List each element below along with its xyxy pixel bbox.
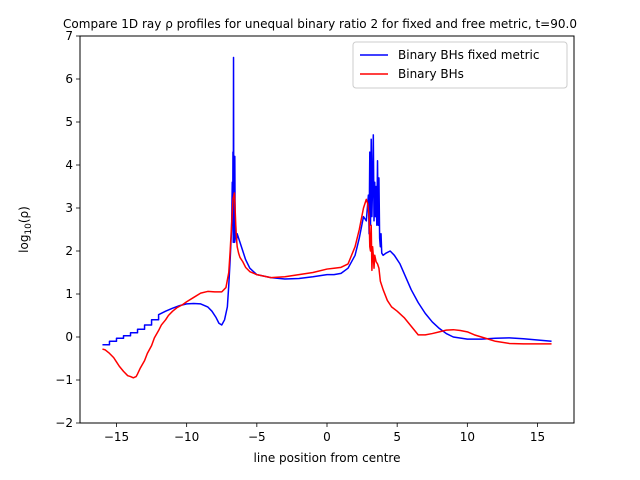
y-axis-label-subscript: 10 [24, 223, 34, 235]
legend-label-fixed-metric: Binary BHs fixed metric [398, 48, 539, 62]
series-layer [102, 56, 552, 379]
series-line-1 [102, 192, 552, 379]
y-axis: −2 −1 0 1 2 3 4 5 6 7 [55, 29, 80, 430]
y-axis-label-tail: (ρ) [17, 206, 31, 223]
y-tick-label: 5 [65, 115, 73, 129]
y-tick-label: 2 [65, 244, 73, 258]
x-tick-label: 15 [530, 430, 545, 444]
x-tick-label: 10 [460, 430, 475, 444]
x-tick-label: −5 [248, 430, 266, 444]
legend: Binary BHs fixed metric Binary BHs [352, 41, 568, 89]
y-tick-label: 3 [65, 201, 73, 215]
y-tick-label: 6 [65, 72, 73, 86]
y-tick-label: 7 [65, 29, 73, 43]
y-axis-label-base: log [17, 235, 31, 253]
x-axis: −15 −10 −5 0 5 10 15 [104, 423, 545, 444]
x-tick-label: 5 [393, 430, 401, 444]
legend-label-binary-bhs: Binary BHs [398, 67, 464, 81]
y-tick-label: 0 [65, 330, 73, 344]
legend-box [352, 41, 568, 89]
x-axis-label: line position from centre [254, 451, 401, 465]
y-tick-label: −1 [55, 373, 73, 387]
y-tick-label: 4 [65, 158, 73, 172]
y-tick-label: 1 [65, 287, 73, 301]
x-tick-label: −15 [104, 430, 129, 444]
y-axis-label: log10(ρ) [17, 206, 34, 253]
x-tick-label: 0 [323, 430, 331, 444]
chart-title: Compare 1D ray ρ profiles for unequal bi… [63, 17, 577, 31]
x-tick-label: −10 [174, 430, 199, 444]
y-tick-label: −2 [55, 416, 73, 430]
